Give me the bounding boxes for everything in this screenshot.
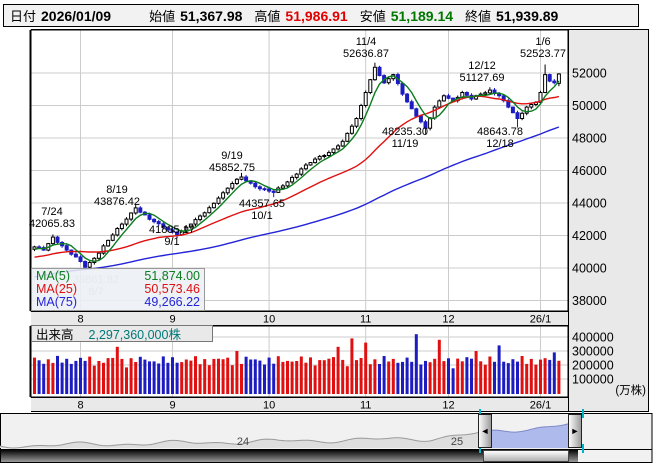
scrollbar-thumb[interactable] bbox=[483, 450, 569, 462]
ma-legend: MA(5) 51,874.00 MA(25) 50,573.46 MA(75) … bbox=[31, 268, 205, 311]
ma75-row: MA(75) 49,266.22 bbox=[36, 296, 200, 309]
chart-annotation: 8/19 43876.42 bbox=[94, 184, 140, 208]
open-label: 始値 bbox=[149, 9, 176, 24]
volume-value: 2,297,360,000株 bbox=[88, 328, 181, 342]
svg-text:200000: 200000 bbox=[572, 359, 614, 373]
date-label: 日付 bbox=[10, 9, 37, 24]
chart-annotation: 48643.78 12/18 bbox=[477, 126, 523, 150]
navigator-right-guide-tick-bottom bbox=[582, 444, 584, 453]
open-value: 51,367.98 bbox=[180, 7, 243, 24]
scrollbar-track[interactable] bbox=[1, 450, 578, 462]
ma25-label: MA(25) bbox=[36, 282, 77, 296]
ma5-row: MA(5) 51,874.00 bbox=[36, 270, 200, 283]
chart-annotation: 1/6 52523.77 bbox=[520, 36, 566, 60]
ma5-value: 51,874.00 bbox=[144, 269, 200, 283]
navigator-right-guide-tick bbox=[582, 409, 584, 418]
chart-annotation: 44357.65 10/1 bbox=[239, 198, 285, 222]
right-arrow-icon: ► bbox=[570, 426, 580, 436]
chart-annotation: 12/12 51127.69 bbox=[459, 60, 505, 84]
svg-text:44000: 44000 bbox=[572, 197, 607, 211]
ma5-line bbox=[34, 75, 560, 263]
ma25-row: MA(25) 50,573.46 bbox=[36, 283, 200, 296]
svg-text:26/1: 26/1 bbox=[530, 314, 551, 326]
svg-text:42000: 42000 bbox=[572, 229, 607, 243]
ma5-label: MA(5) bbox=[36, 269, 71, 283]
navigator-left-guide-tick bbox=[479, 409, 481, 418]
svg-text:38000: 38000 bbox=[572, 294, 607, 308]
volume-bars-layer bbox=[33, 334, 561, 394]
svg-text:12: 12 bbox=[442, 314, 454, 326]
svg-text:48000: 48000 bbox=[572, 132, 607, 146]
svg-text:52000: 52000 bbox=[572, 67, 607, 81]
navigator-left-guide-tick-bottom bbox=[479, 444, 481, 453]
ma75-value: 49,266.22 bbox=[144, 295, 200, 309]
price-axis: 52000 50000 48000 46000 44000 42000 40000 38000… bbox=[31, 29, 649, 412]
svg-text:400000: 400000 bbox=[572, 331, 614, 345]
date-value: 2026/01/09 bbox=[41, 7, 112, 24]
low-label: 安値 bbox=[359, 9, 386, 24]
svg-text:(万株): (万株) bbox=[615, 383, 646, 397]
svg-text:300000: 300000 bbox=[572, 345, 614, 359]
volume-label: 出来高 bbox=[36, 328, 74, 342]
low-value: 51,189.14 bbox=[390, 7, 454, 24]
chart-annotation: 41835.17 9/1 bbox=[149, 224, 195, 248]
svg-text:11: 11 bbox=[360, 400, 371, 412]
svg-text:40000: 40000 bbox=[572, 262, 607, 276]
ohlc-header: 日付 2026/01/09 始値 51,367.98 高値 51,986.91 … bbox=[3, 4, 639, 27]
svg-text:10: 10 bbox=[263, 314, 275, 326]
svg-text:11: 11 bbox=[360, 314, 371, 326]
svg-text:9: 9 bbox=[169, 314, 175, 326]
svg-text:10: 10 bbox=[263, 400, 275, 412]
svg-text:26/1: 26/1 bbox=[530, 400, 551, 412]
high-label: 高値 bbox=[254, 9, 281, 24]
close-label: 終値 bbox=[465, 9, 492, 24]
ma25-value: 50,573.46 bbox=[144, 282, 200, 296]
navigator-year-label: 24 bbox=[237, 436, 249, 448]
volume-label-box: 出来高 2,297,360,000株 bbox=[31, 325, 213, 342]
main-pane bbox=[29, 29, 569, 312]
chart-annotation: 48235.30 11/19 bbox=[382, 126, 428, 150]
ma75-label: MA(75) bbox=[36, 295, 77, 309]
high-value: 51,986.91 bbox=[285, 7, 348, 24]
close-value: 51,939.89 bbox=[496, 7, 559, 24]
svg-text:12: 12 bbox=[442, 400, 454, 412]
chart-annotation: 11/4 52636.87 bbox=[343, 36, 389, 60]
svg-text:8: 8 bbox=[77, 314, 83, 326]
svg-text:8: 8 bbox=[77, 400, 83, 412]
month-axis-main: 8 9 10 11 12 26/1 bbox=[31, 311, 568, 326]
svg-text:100000: 100000 bbox=[572, 373, 614, 387]
navigator-left-handle[interactable]: ◄ bbox=[478, 414, 492, 448]
svg-text:50000: 50000 bbox=[572, 99, 607, 113]
svg-text:46000: 46000 bbox=[572, 164, 607, 178]
svg-text:9: 9 bbox=[169, 400, 175, 412]
left-arrow-icon: ◄ bbox=[480, 426, 490, 436]
navigator-year-label: 25 bbox=[451, 436, 463, 448]
chart-annotation: 9/19 45852.75 bbox=[209, 150, 255, 174]
chart-annotation: 7/24 42065.83 bbox=[29, 206, 75, 230]
ma75-line bbox=[34, 126, 560, 278]
month-axis-volume: 8 9 10 11 12 26/1 bbox=[31, 397, 568, 412]
navigator-right-handle[interactable]: ► bbox=[568, 414, 582, 448]
